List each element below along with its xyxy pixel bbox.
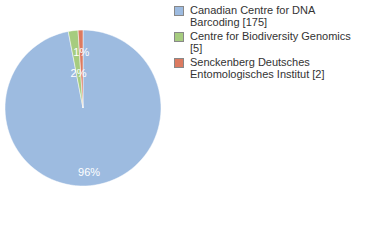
html-text:Senckenberg Deutsches Entomolo: Senckenberg Deutsches Entomologisches In…: [190, 56, 325, 80]
svg-text:2%: 2%: [71, 67, 87, 79]
svg-text:1%: 1%: [73, 46, 89, 58]
html-text:Centre for Biodiversity Genomi: Centre for Biodiversity Genomics [5]: [190, 30, 351, 54]
svg-text:96%: 96%: [78, 166, 100, 178]
html-text:Canadian Centre for DNA Barcod: Canadian Centre for DNA Barcoding [175]: [190, 4, 315, 28]
